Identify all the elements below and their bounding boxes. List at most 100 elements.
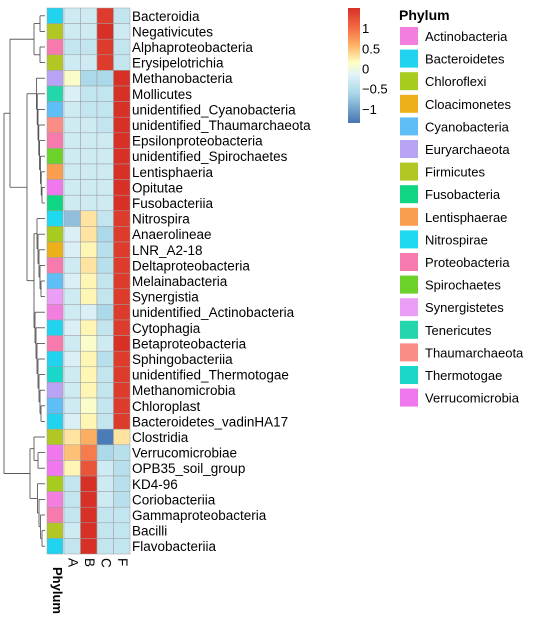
row-label: Mollicutes — [132, 87, 192, 102]
color-scale-tick-label: 1 — [362, 21, 369, 36]
legend-swatch — [400, 49, 418, 68]
heatmap-cell — [80, 210, 98, 227]
phylum-annotation-cell — [46, 38, 64, 56]
row-label: Methanomicrobia — [132, 383, 236, 398]
heatmap-cell — [113, 163, 131, 180]
phylum-annotation-cell — [46, 163, 64, 180]
heatmap-cell — [80, 257, 98, 274]
row-label: Gammaproteobacteria — [132, 508, 267, 523]
heatmap-cell — [63, 132, 81, 149]
legend-label: Thermotogae — [425, 368, 502, 383]
phylum-annotation-cell — [46, 475, 64, 492]
legend-swatch — [400, 27, 418, 45]
heatmap-cell — [63, 491, 81, 508]
phylum-annotation-cell — [46, 70, 64, 87]
heatmap-cell — [80, 288, 98, 305]
row-label: LNR_A2-18 — [132, 243, 203, 258]
color-scale-tick-label: −0.5 — [362, 82, 388, 97]
heatmap-cell — [80, 304, 98, 321]
heatmap-cell — [63, 475, 81, 492]
heatmap-cell — [63, 101, 81, 118]
phylum-annotation-cell — [46, 460, 64, 477]
phylum-annotation-cell — [46, 148, 64, 165]
heatmap-cell — [113, 475, 131, 492]
heatmap-cell — [113, 85, 131, 102]
heatmap-cell — [113, 23, 131, 40]
heatmap-cell — [113, 272, 131, 290]
legend-label: Euryarchaeota — [425, 142, 510, 157]
heatmap-cell — [96, 210, 114, 227]
heatmap-cell — [80, 226, 98, 243]
heatmap-cell — [96, 366, 114, 383]
heatmap-cell — [113, 460, 131, 477]
legend-label: Proteobacteria — [425, 255, 510, 270]
legend-label: Fusobacteria — [425, 187, 501, 202]
heatmap-cell — [80, 397, 98, 414]
heatmap-cell — [80, 179, 98, 196]
heatmap-cell — [96, 101, 114, 118]
heatmap-cell — [96, 413, 114, 430]
heatmap-cell — [96, 148, 114, 165]
heatmap-cell — [113, 210, 131, 227]
heatmap-cell — [113, 366, 131, 383]
row-label: Deltaproteobacteria — [132, 258, 250, 273]
phylum-annotation-cell — [46, 491, 64, 508]
legend-label: Actinobacteria — [425, 29, 508, 44]
heatmap-cell — [63, 179, 81, 196]
heatmap-cell — [96, 23, 114, 40]
row-label: Negativicutes — [132, 24, 213, 39]
row-label: unidentified_Thermotogae — [132, 368, 289, 383]
heatmap-cell — [63, 70, 81, 87]
heatmap-cell — [63, 23, 81, 40]
phylum-annotation-cell — [46, 116, 64, 134]
heatmap-cell — [113, 538, 131, 555]
heatmap-cell — [96, 475, 114, 492]
heatmap-cell — [96, 272, 114, 290]
heatmap-cell — [113, 413, 131, 430]
heatmap-cell — [63, 194, 81, 212]
legend-label: Synergistetes — [425, 300, 504, 315]
phylum-annotation-cell — [46, 226, 64, 243]
phylum-annotation-cell — [46, 397, 64, 414]
heatmap-cell — [80, 148, 98, 165]
color-scale-bar — [348, 8, 360, 123]
heatmap-cell — [63, 382, 81, 399]
heatmap-cell — [63, 460, 81, 477]
heatmap-cell — [63, 257, 81, 274]
phylum-annotation-cell — [46, 428, 64, 446]
legend-swatch — [400, 343, 418, 362]
heatmap-cell — [63, 226, 81, 243]
row-label: unidentified_Spirochaetes — [132, 149, 288, 164]
row-label: Bacilli — [132, 524, 167, 539]
heatmap-cell — [96, 38, 114, 56]
row-label: Fusobacteriia — [132, 196, 214, 211]
heatmap-cell — [63, 319, 81, 336]
legend-swatch — [400, 253, 418, 271]
phylum-annotation-cell — [46, 194, 64, 212]
heatmap-cell — [80, 70, 98, 87]
heatmap-cell — [96, 350, 114, 368]
heatmap-cell — [113, 350, 131, 368]
heatmap-cell — [63, 272, 81, 290]
phylum-annotation-cell — [46, 319, 64, 336]
heatmap-cell — [96, 522, 114, 539]
row-labels: BacteroidiaNegativicutesAlphaproteobacte… — [132, 9, 311, 554]
heatmap-cell — [113, 506, 131, 524]
row-label: Bacteroidia — [132, 9, 200, 24]
phylum-annotation-cell — [46, 335, 64, 352]
heatmap-cell — [96, 428, 114, 446]
heatmap-cell — [63, 210, 81, 227]
phylum-annotation-cell — [46, 304, 64, 321]
row-label: Chloroplast — [132, 399, 201, 414]
legend-label: Chloroflexi — [425, 74, 487, 89]
heatmap-cell — [113, 116, 131, 134]
heatmap-cell — [96, 116, 114, 134]
heatmap-cell — [63, 38, 81, 56]
row-label: Alphaproteobacteria — [132, 40, 253, 55]
legend-swatch — [400, 72, 418, 91]
row-label: Betaproteobacteria — [132, 336, 247, 351]
heatmap-cell — [63, 85, 81, 102]
legend-label: Thaumarchaeota — [425, 345, 524, 360]
phylum-annotation-cell — [46, 366, 64, 383]
heatmap-cell — [113, 491, 131, 508]
